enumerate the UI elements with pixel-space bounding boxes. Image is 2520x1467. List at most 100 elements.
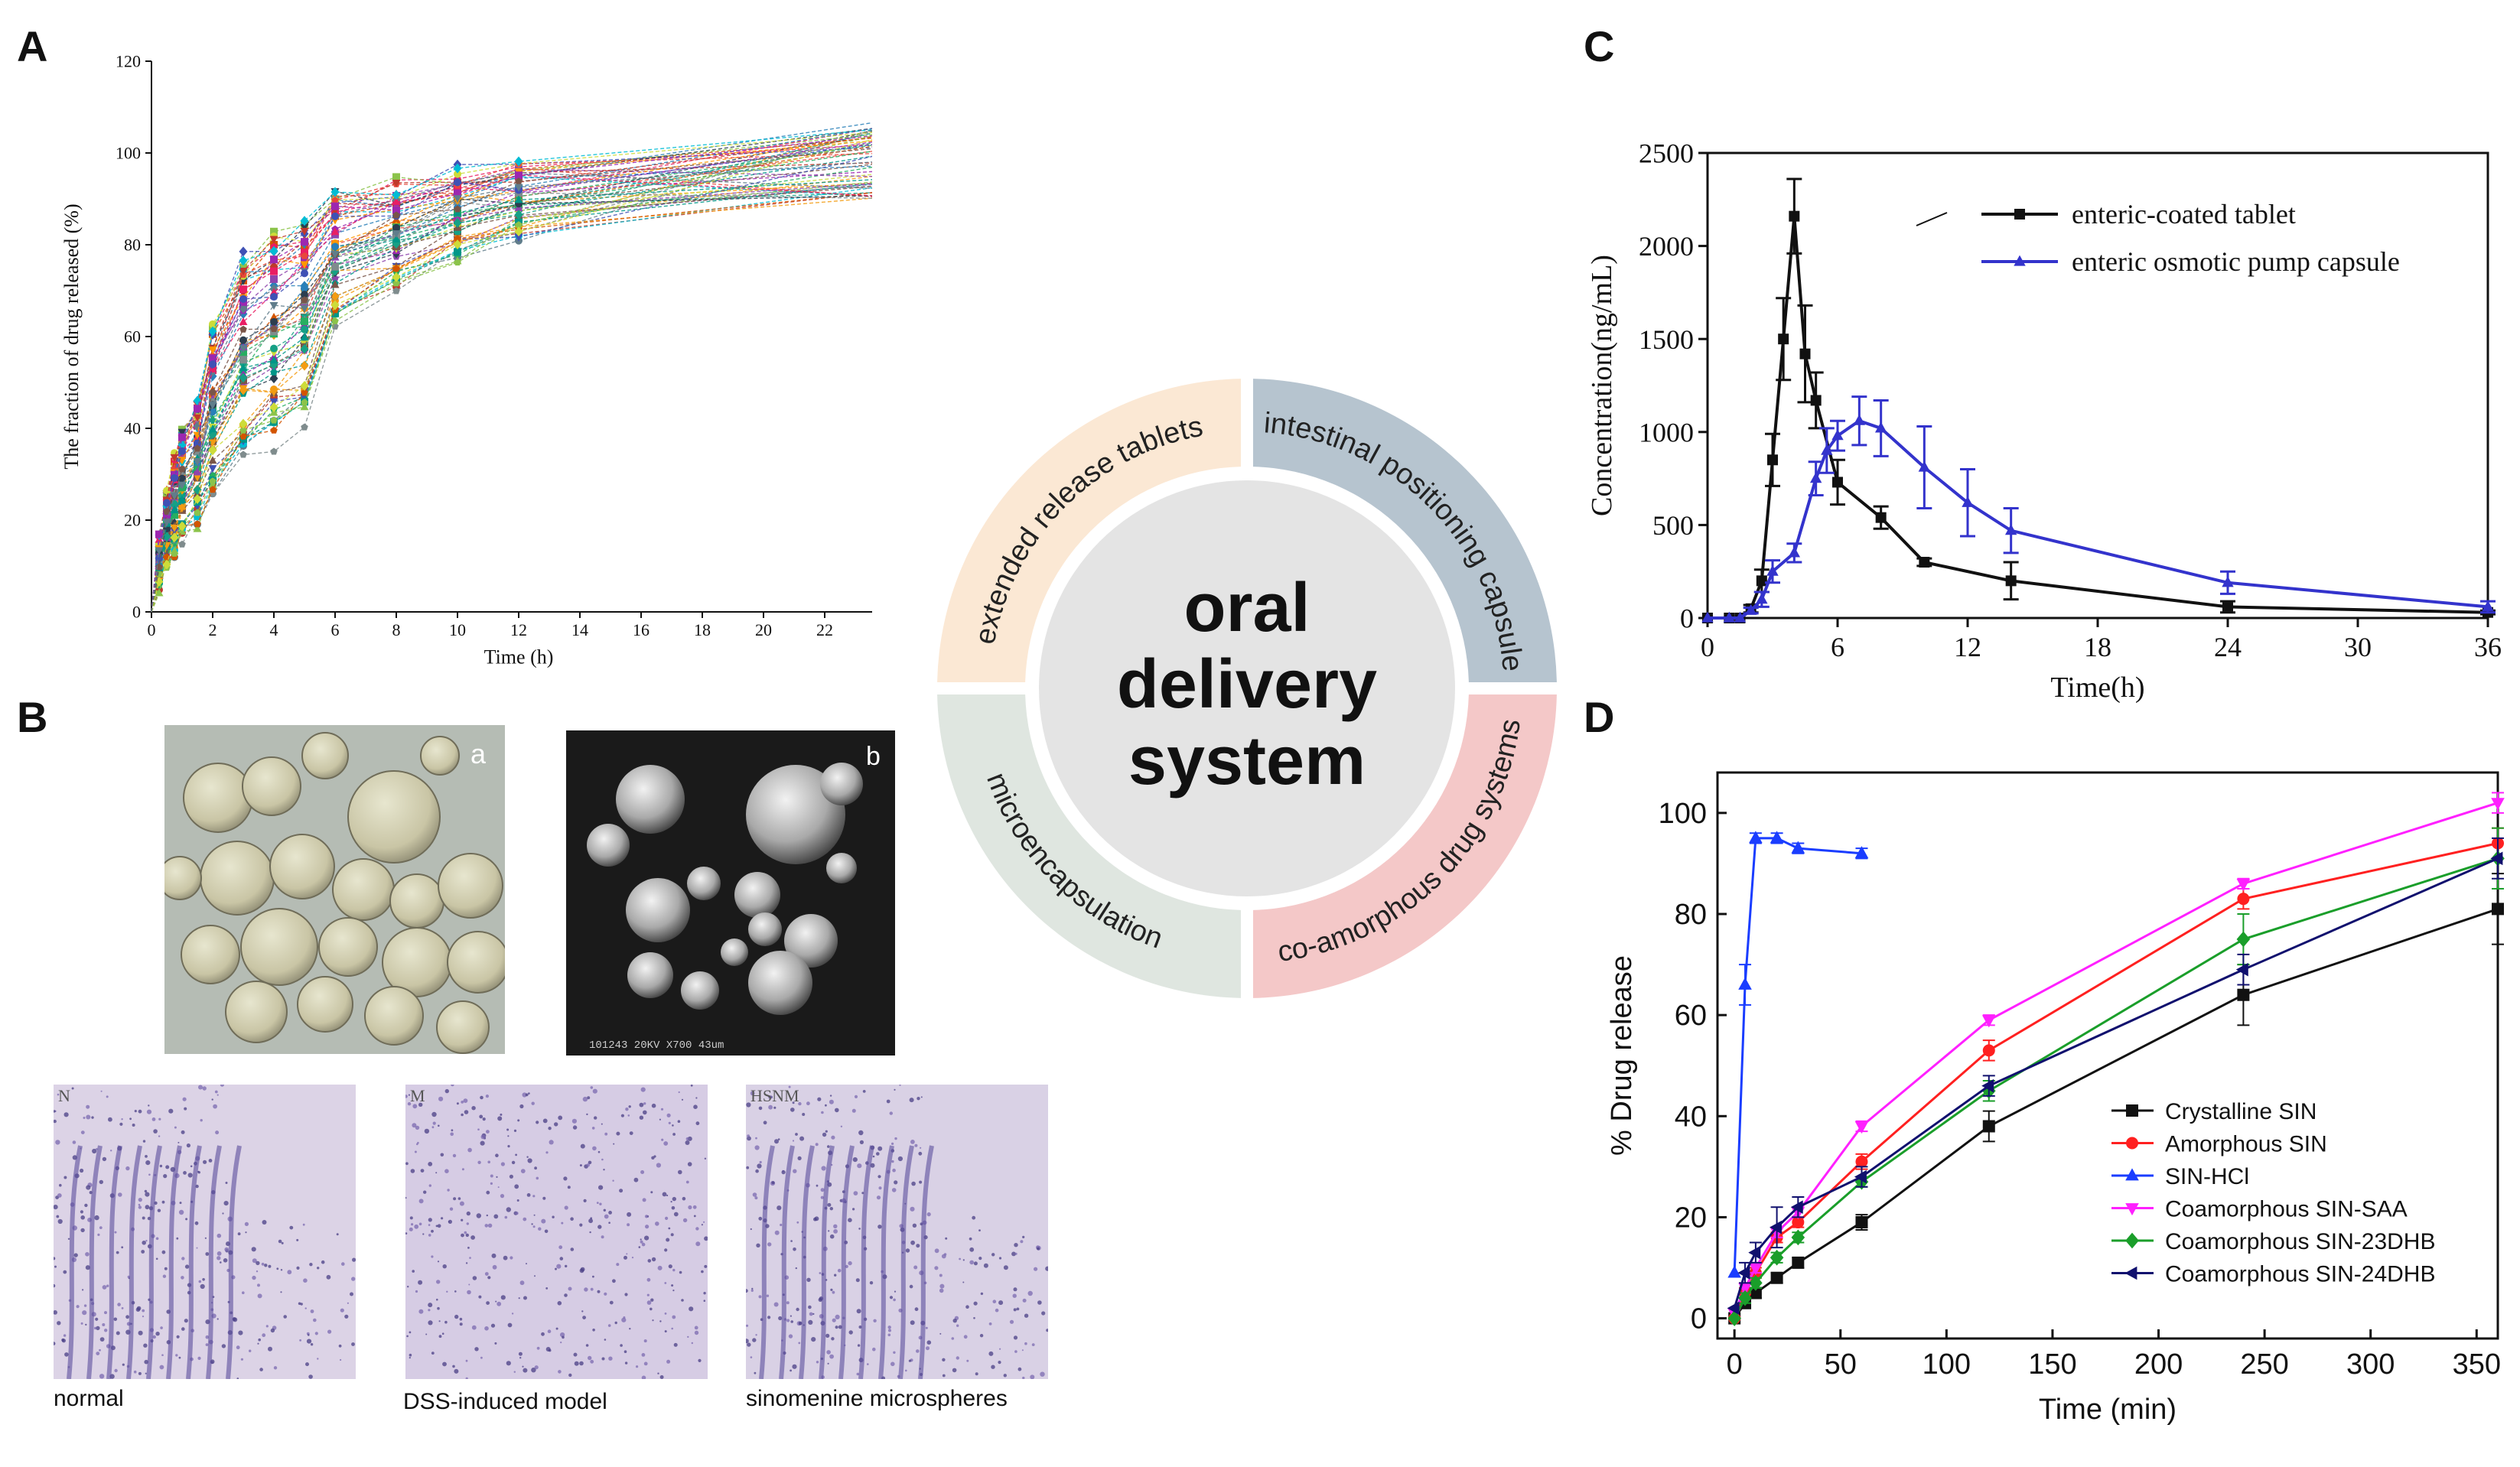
tissue-cell bbox=[453, 1197, 457, 1201]
chart-a-point bbox=[193, 467, 202, 476]
chart-a-point bbox=[301, 325, 308, 333]
chart-a-point bbox=[331, 212, 339, 220]
tissue-cell bbox=[76, 1305, 80, 1309]
tissue-cell bbox=[840, 1125, 843, 1127]
tissue-cell bbox=[99, 1348, 101, 1352]
tissue-cell bbox=[196, 1247, 198, 1249]
tissue-cell bbox=[410, 1169, 415, 1173]
tissue-cell bbox=[828, 1230, 830, 1232]
x-tick-label: 300 bbox=[2346, 1348, 2395, 1381]
tissue-cell bbox=[818, 1297, 822, 1303]
legend-label: Coamorphous SIN-24DHB bbox=[2165, 1262, 2435, 1287]
tissue-cell bbox=[138, 1203, 141, 1206]
tissue-cell bbox=[321, 1260, 325, 1264]
tissue-cell bbox=[549, 1140, 554, 1145]
tissue-cell bbox=[646, 1293, 650, 1296]
chart-a-point bbox=[454, 170, 461, 178]
tissue-cell bbox=[790, 1369, 792, 1372]
tissue-cell bbox=[1034, 1267, 1038, 1271]
data-point bbox=[1799, 348, 1811, 359]
tissue-cell bbox=[459, 1317, 463, 1321]
chart-a-point bbox=[330, 187, 340, 197]
tissue-cell bbox=[998, 1361, 1001, 1365]
chart-a-point bbox=[194, 520, 201, 528]
tissue-cell bbox=[1013, 1335, 1018, 1340]
tissue-cell bbox=[208, 1159, 213, 1163]
chart-a-series-line bbox=[151, 155, 872, 613]
data-point bbox=[1770, 1271, 1783, 1284]
tissue-cell bbox=[899, 1085, 901, 1086]
tissue-cell bbox=[790, 1108, 795, 1112]
tissue-cell bbox=[548, 1348, 552, 1352]
chart-a-point bbox=[208, 346, 217, 355]
tissue-cell bbox=[71, 1087, 74, 1090]
tissue-cell bbox=[962, 1259, 965, 1261]
y-tick-label: 100 bbox=[1659, 798, 1707, 830]
chart-a-point bbox=[300, 333, 309, 341]
tissue-cell bbox=[806, 1101, 810, 1106]
tissue-cell bbox=[758, 1106, 763, 1111]
tissue-cell bbox=[664, 1330, 667, 1333]
tissue-cell bbox=[514, 1184, 519, 1189]
tissue-cell bbox=[819, 1272, 822, 1274]
sem-bead bbox=[721, 938, 748, 966]
tissue-cell bbox=[831, 1337, 835, 1341]
chart-a-point bbox=[453, 195, 462, 203]
x-tick-label: 22 bbox=[816, 620, 833, 639]
tissue-cell bbox=[422, 1233, 425, 1235]
tissue-cell bbox=[704, 1157, 707, 1160]
tissue-cell bbox=[461, 1233, 464, 1238]
tissue-cell bbox=[313, 1318, 317, 1322]
tissue-cell bbox=[80, 1210, 83, 1214]
chart-a-point bbox=[209, 486, 217, 493]
chart-a-point bbox=[178, 465, 186, 473]
chart-a-point bbox=[270, 416, 278, 424]
tissue-cell bbox=[747, 1134, 750, 1137]
tissue-cell bbox=[873, 1319, 877, 1322]
chart-a-point bbox=[208, 402, 217, 410]
chart-a-point bbox=[301, 238, 308, 246]
tissue-cell bbox=[956, 1324, 959, 1327]
tissue-cell bbox=[579, 1223, 583, 1227]
tissue-cell bbox=[54, 1265, 57, 1268]
tissue-cell bbox=[557, 1301, 562, 1306]
tissue-cell bbox=[278, 1239, 282, 1244]
chart-a-point bbox=[392, 197, 401, 205]
tissue-cell bbox=[832, 1318, 836, 1322]
tissue-cell bbox=[106, 1284, 109, 1287]
tissue-cell bbox=[495, 1300, 497, 1303]
x-tick-label: 6 bbox=[331, 620, 340, 639]
tissue-cell bbox=[910, 1240, 915, 1245]
tissue-cell bbox=[547, 1329, 552, 1333]
chart-a-point bbox=[392, 279, 400, 287]
tissue-cell bbox=[594, 1116, 597, 1120]
legend-label: Coamorphous SIN-SAA bbox=[2165, 1197, 2408, 1222]
chart-a-point bbox=[239, 451, 247, 458]
tissue-cell bbox=[827, 1145, 830, 1148]
tissue-cell bbox=[463, 1098, 468, 1103]
tissue-cell bbox=[80, 1215, 85, 1220]
tissue-cell bbox=[560, 1342, 562, 1344]
tissue-cell bbox=[620, 1344, 623, 1347]
tissue-cell bbox=[114, 1231, 117, 1234]
tissue-cell bbox=[916, 1349, 920, 1353]
tissue-cell bbox=[858, 1130, 864, 1136]
chart-a-point bbox=[239, 294, 247, 303]
micrograph-label-a: a bbox=[470, 738, 487, 769]
tissue-cell bbox=[461, 1113, 464, 1117]
tissue-cell bbox=[418, 1280, 423, 1285]
data-point bbox=[2237, 893, 2250, 906]
tissue-cell bbox=[161, 1354, 164, 1356]
tissue-cell bbox=[200, 1119, 203, 1122]
tissue-cell bbox=[621, 1317, 627, 1322]
tissue-cell bbox=[754, 1371, 757, 1374]
tissue-cell bbox=[601, 1357, 605, 1361]
tissue-cell bbox=[973, 1301, 978, 1306]
data-point bbox=[2222, 576, 2234, 587]
tissue-cell bbox=[582, 1096, 588, 1102]
tissue-cell bbox=[428, 1162, 433, 1166]
tissue-cell bbox=[176, 1237, 179, 1240]
tissue-cell bbox=[829, 1234, 835, 1239]
tissue-cell bbox=[833, 1224, 838, 1228]
chart-a-point bbox=[331, 262, 339, 271]
